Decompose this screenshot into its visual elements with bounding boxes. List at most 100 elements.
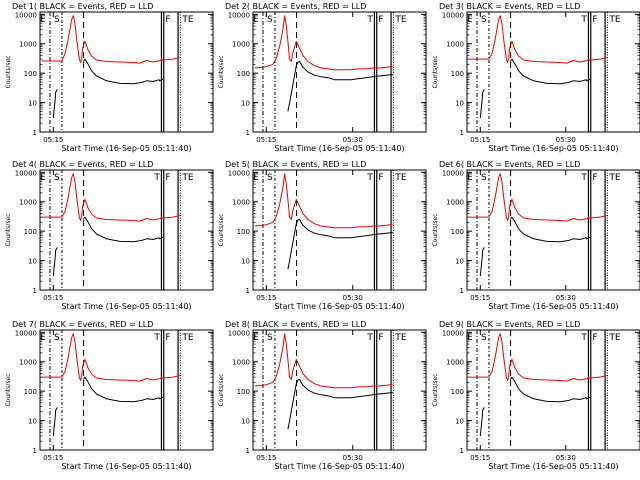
plot-frame (466, 11, 640, 133)
y-tick-label: 10000 (228, 329, 250, 337)
y-tick-label: 10000 (228, 169, 250, 177)
y-axis-label: Counts/sec (5, 373, 12, 406)
marker-label-T: T (153, 173, 160, 183)
detector-panel-6: Det 6( BLACK = Events, RED = LLD 1 10 100 10… (432, 160, 640, 311)
marker-label-TE: TE (394, 333, 406, 343)
plot-frame (466, 329, 640, 451)
y-tick-label: 1 (460, 129, 464, 137)
plot-frame (252, 329, 427, 451)
series-events-line (287, 219, 393, 270)
y-tick-label: 100 (24, 70, 37, 78)
y-tick-label: 10000 (442, 169, 464, 177)
series-events-line (479, 376, 591, 437)
y-tick-label: 1000 (446, 199, 464, 207)
marker-label-TE: TE (608, 333, 620, 343)
x-axis-label: Start Time (16-Sep-05 05:11:40) (488, 302, 618, 311)
marker-label-E: E (253, 173, 259, 183)
x-tick-label: 05:15 (43, 294, 63, 302)
series-events-line (287, 379, 393, 430)
y-axis-label: Counts/sec (432, 213, 439, 246)
panel-title: Det 4( BLACK = Events, RED = LLD (12, 160, 153, 169)
detector-panel-2: Det 2( BLACK = Events, RED = LLD 1 10 100 10… (218, 2, 576, 153)
x-tick-label: 05:30 (556, 136, 576, 144)
detector-panel-8: Det 8( BLACK = Events, RED = LLD11010010… (218, 320, 576, 471)
marker-label-T: T (366, 333, 373, 343)
y-tick-label: 1000 (232, 359, 250, 367)
marker-label-TE: TE (608, 15, 620, 25)
y-tick-label: 1 (246, 447, 250, 455)
x-tick-label: 05:15 (256, 454, 276, 462)
x-axis-label: Start Time (16-Sep-05 05:11:40) (274, 302, 404, 311)
y-axis-label: Counts/sec (432, 55, 439, 88)
marker-label-T: T (580, 15, 587, 25)
marker-label-TE: TE (394, 173, 406, 183)
y-axis-label: Counts/sec (218, 373, 225, 406)
y-axis-label: Counts/sec (5, 55, 12, 88)
panel-title: Det 2( BLACK = Events, RED = LLD (225, 2, 366, 11)
plot-frame (252, 11, 427, 133)
panel-title: Det 1( BLACK = Events, RED = LLD (12, 2, 153, 11)
y-tick-label: 10 (28, 418, 37, 426)
detector-panel-7: Det 7( BLACK = Events, RED = LLD11010010… (5, 320, 363, 471)
marker-label-F: F (592, 15, 597, 25)
marker-label-TE: TE (181, 333, 193, 343)
marker-label-S: S (54, 333, 60, 343)
marker-label-S: S (54, 173, 60, 183)
series-lld-line (468, 333, 607, 382)
x-tick-label: 05:30 (556, 454, 576, 462)
marker-label-E: E (40, 173, 46, 183)
y-tick-label: 100 (451, 228, 464, 236)
series-events-line (52, 216, 164, 277)
x-axis-label: Start Time (16-Sep-05 05:11:40) (488, 144, 618, 153)
series-lld-line (254, 333, 393, 389)
x-tick-label: 05:30 (556, 294, 576, 302)
plot-frame (39, 169, 214, 291)
marker-label-F: F (378, 173, 383, 183)
marker-label-F: F (378, 333, 383, 343)
y-tick-label: 10 (241, 100, 250, 108)
x-tick-label: 05:30 (343, 136, 363, 144)
y-tick-label: 10000 (15, 169, 37, 177)
plot-frame (252, 169, 427, 291)
marker-label-S: S (267, 15, 273, 25)
series-events-line (479, 58, 591, 119)
series-events-line (52, 376, 164, 437)
x-axis-label: Start Time (16-Sep-05 05:11:40) (61, 302, 191, 311)
y-tick-label: 10000 (442, 11, 464, 19)
marker-label-TE: TE (608, 173, 620, 183)
plot-frame (39, 329, 214, 451)
y-tick-label: 10000 (228, 11, 250, 19)
marker-label-E: E (253, 333, 259, 343)
x-tick-label: 05:15 (470, 136, 490, 144)
y-tick-label: 10000 (15, 11, 37, 19)
series-lld-line (468, 15, 607, 64)
marker-label-T: T (366, 15, 373, 25)
y-tick-label: 10 (241, 258, 250, 266)
y-tick-label: 100 (24, 228, 37, 236)
y-tick-label: 100 (451, 388, 464, 396)
series-events-line (52, 58, 164, 119)
y-axis-label: Counts/sec (218, 55, 225, 88)
x-tick-label: 05:15 (43, 136, 63, 144)
y-tick-label: 10000 (15, 329, 37, 337)
y-tick-label: 1 (33, 287, 37, 295)
y-tick-label: 10 (241, 418, 250, 426)
y-tick-label: 1000 (446, 41, 464, 49)
y-tick-label: 1 (33, 129, 37, 137)
y-tick-label: 1000 (19, 199, 37, 207)
y-tick-label: 1 (460, 447, 464, 455)
y-tick-label: 100 (451, 70, 464, 78)
series-lld-line (41, 333, 180, 382)
marker-label-E: E (40, 15, 46, 25)
series-lld-line (41, 15, 180, 64)
marker-label-S: S (481, 15, 487, 25)
y-tick-label: 10 (455, 258, 464, 266)
marker-label-S: S (267, 333, 273, 343)
detector-panel-9: Det 9( BLACK = Events, RED = LLD 1 10 100 10… (432, 320, 640, 471)
y-tick-label: 10000 (442, 329, 464, 337)
series-lld-line (41, 173, 180, 222)
detector-panel-4: Det 4( BLACK = Events, RED = LLD 1 10 100 10… (5, 160, 363, 311)
y-tick-label: 100 (237, 228, 250, 236)
x-tick-label: 05:15 (470, 454, 490, 462)
marker-label-E: E (467, 333, 473, 343)
